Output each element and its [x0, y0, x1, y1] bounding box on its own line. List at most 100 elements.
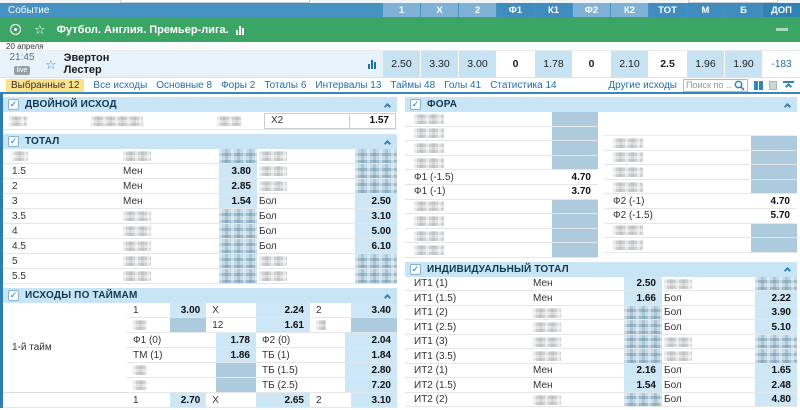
match-odds-cell-М[interactable]: 1.96 [687, 51, 724, 77]
tab-item-2[interactable]: Основные 8 [156, 79, 213, 91]
odds-cell[interactable]: 2.48 [755, 378, 797, 392]
tab-item-8[interactable]: Статистика 14 [490, 79, 557, 91]
collapse-chevron-icon[interactable] [383, 102, 392, 110]
tab-item-3[interactable]: Форы 2 [221, 79, 256, 91]
event-column-header-Б[interactable]: Б [725, 3, 762, 17]
odds-cell[interactable]: 2.80 [345, 363, 397, 377]
checkbox-checked-icon[interactable] [410, 263, 421, 275]
odds-cell[interactable]: 5.00 [355, 224, 397, 238]
match-row[interactable]: 21:45 live ☆ Эвертон Лестер 2.50 3.30 3.00… [0, 51, 800, 78]
odds-cell[interactable]: 3.10 [351, 393, 397, 407]
match-teams[interactable]: Эвертон Лестер [64, 52, 110, 76]
event-column-header-Ф1[interactable]: Ф1 [497, 3, 534, 17]
match-favorite-star-icon[interactable]: ☆ [45, 56, 57, 72]
odds-cell[interactable]: 1.57 [350, 112, 396, 129]
odds-cell[interactable]: 1.54 [624, 378, 662, 392]
event-column-header-ДОП[interactable]: ДОП [763, 3, 800, 17]
event-column-header-К1[interactable]: К1 [535, 3, 572, 17]
odds-cell[interactable]: 2.22 [755, 291, 797, 305]
odds-cell[interactable]: 1.84 [345, 348, 397, 362]
odds-cell[interactable]: 2.85 [219, 179, 257, 193]
match-odds-cell-Ф2[interactable]: 0 [573, 51, 610, 77]
odds-cell[interactable]: 2.50 [624, 276, 662, 291]
collapse-chevron-icon[interactable] [783, 267, 792, 275]
collapse-chevron-icon[interactable] [783, 102, 792, 110]
odds-cell[interactable]: 2.04 [345, 333, 397, 347]
odds-cell[interactable]: 2.50 [355, 194, 397, 208]
redacted-text [133, 380, 147, 390]
match-odds-cell-ТОТ[interactable]: 2.5 [649, 51, 686, 77]
tab-item-1[interactable]: Все исходы [93, 79, 148, 91]
match-odds-cell-К2[interactable]: 2.10 [611, 51, 648, 77]
odds-cell[interactable]: 5.10 [755, 320, 797, 334]
match-odds-cell-X[interactable]: 3.30 [421, 51, 458, 77]
odds-cell[interactable]: 1.66 [624, 291, 662, 305]
odds-cell[interactable]: 5.70 [751, 208, 797, 223]
other-markets-link[interactable]: Другие исходы [608, 79, 677, 91]
collapse-league-icon[interactable] [776, 28, 788, 31]
redacted-odds-cell [624, 334, 662, 349]
tab-item-5[interactable]: Интервалы 13 [315, 79, 382, 91]
checkbox-checked-icon[interactable] [410, 99, 421, 110]
search-icon[interactable] [734, 80, 745, 91]
two-column-view-icon[interactable] [754, 80, 763, 90]
odds-cell[interactable]: 4.70 [552, 170, 598, 184]
search-box[interactable] [683, 78, 748, 92]
collapse-chevron-icon[interactable] [383, 293, 392, 301]
checkbox-checked-icon[interactable] [8, 136, 19, 147]
redacted-label [121, 239, 219, 253]
checkbox-checked-icon[interactable] [8, 290, 19, 301]
odds-cell[interactable]: 2.70 [170, 393, 207, 407]
odds-cell[interactable]: 4.70 [751, 194, 797, 208]
checkbox-checked-icon[interactable] [8, 99, 19, 110]
odds-cell[interactable]: 2.65 [255, 393, 310, 407]
league-bar[interactable]: ☆ Футбол. Англия. Премьер-лига. [0, 17, 800, 42]
event-column-header-К2[interactable]: К2 [611, 3, 648, 17]
selection-label: X [212, 394, 219, 406]
odds-cell[interactable]: 1.78 [216, 333, 256, 347]
odds-cell[interactable]: 3.10 [355, 209, 397, 223]
section-header-handicap: ФОРА [405, 97, 797, 112]
event-column-header-1[interactable]: 1 [383, 3, 420, 17]
market-row: ТМ (1) 1.86 ТБ (1) 1.84 [127, 348, 397, 363]
odds-cell[interactable]: 1.54 [219, 194, 257, 208]
redacted-text [123, 226, 151, 236]
event-column-header-ТОТ[interactable]: ТОТ [649, 3, 686, 17]
odds-cell[interactable]: 6.10 [355, 239, 397, 253]
one-column-view-icon[interactable] [769, 80, 777, 90]
odds-cell[interactable]: 2.16 [624, 363, 662, 378]
match-odds-cell-1[interactable]: 2.50 [383, 51, 420, 77]
tab-item-7[interactable]: Голы 41 [444, 79, 482, 91]
tab-item-4[interactable]: Тоталы 6 [264, 79, 307, 91]
match-odds-cell-Б[interactable]: 1.90 [725, 51, 762, 77]
tab-item-0[interactable]: Выбранные 12 [6, 78, 85, 92]
collapse-all-icon[interactable] [783, 81, 794, 91]
odds-cell[interactable]: 4.80 [755, 392, 797, 407]
event-column-header-М[interactable]: М [687, 3, 724, 17]
match-stats-chart-icon[interactable] [368, 59, 376, 69]
odds-cell[interactable]: 3.70 [552, 184, 598, 199]
odds-cell[interactable]: 3.00 [170, 303, 207, 317]
league-stats-chart-icon[interactable] [235, 25, 244, 35]
odds-cell[interactable]: 1.86 [216, 348, 256, 362]
search-input[interactable] [686, 80, 732, 90]
odds-cell[interactable]: 2.24 [255, 303, 310, 317]
match-odds-cell-К1[interactable]: 1.78 [535, 51, 572, 77]
odds-cell[interactable]: 3.90 [755, 305, 797, 320]
event-column-header-2[interactable]: 2 [459, 3, 496, 17]
match-odds-cell-Ф1[interactable]: 0 [497, 51, 534, 77]
section-double-chance: ДВОЙНОЙ ИСХОД Х21.57 [3, 97, 397, 130]
odds-cell[interactable]: 7.20 [345, 378, 397, 392]
odds-cell[interactable]: 3.80 [219, 164, 257, 178]
odds-cell[interactable]: 1.65 [755, 363, 797, 378]
match-odds-cell-2[interactable]: 3.00 [459, 51, 496, 77]
match-odds-cell-ДОП[interactable]: -183 [763, 51, 800, 77]
collapse-chevron-icon[interactable] [383, 139, 392, 147]
favorite-star-icon[interactable]: ☆ [34, 22, 46, 37]
event-column-header-X[interactable]: X [421, 3, 458, 17]
event-column-header-Ф2[interactable]: Ф2 [573, 3, 610, 17]
odds-cell[interactable]: 3.40 [351, 303, 397, 317]
odds-cell[interactable]: 1.61 [255, 318, 310, 332]
tab-item-6[interactable]: Таймы 48 [390, 79, 436, 91]
